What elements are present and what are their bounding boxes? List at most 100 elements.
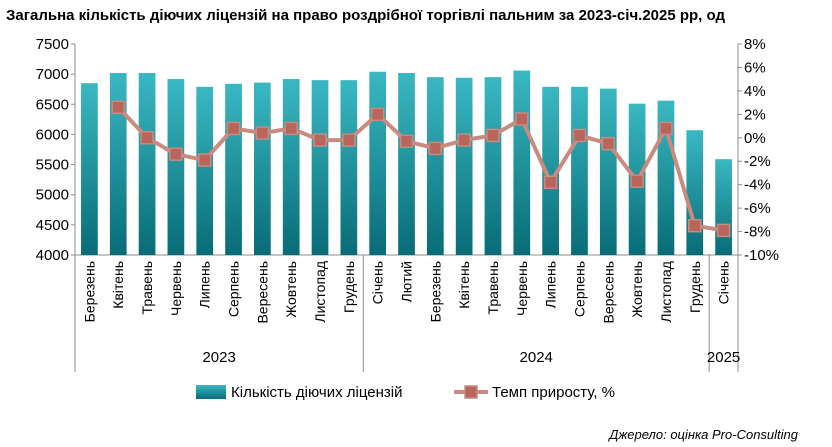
line-point xyxy=(370,107,385,122)
line-point xyxy=(313,133,327,147)
category-label: Квітень xyxy=(110,261,126,309)
legend-bar-label: Кількість діючих ліцензій xyxy=(231,384,402,401)
bar xyxy=(282,78,300,255)
left-tick-label: 5000 xyxy=(36,187,69,204)
left-tick-label: 7000 xyxy=(36,66,69,83)
category-label: Березень xyxy=(427,261,443,322)
category-label: Жовтень xyxy=(283,261,299,318)
line-point xyxy=(428,141,443,156)
left-tick-label: 6500 xyxy=(36,96,69,113)
bar xyxy=(484,77,502,256)
right-tick-label: -6% xyxy=(744,200,771,217)
line-point xyxy=(572,128,587,143)
chart-title: Загальна кількість діючих ліцензій на пр… xyxy=(6,7,725,24)
right-tick-label: 0% xyxy=(744,130,766,147)
line-point xyxy=(111,100,125,115)
bar xyxy=(513,70,531,255)
category-label: Грудень xyxy=(341,261,357,313)
right-tick-label: 4% xyxy=(744,83,766,100)
line-point xyxy=(659,121,673,136)
bar xyxy=(138,72,156,256)
category-label: Лютий xyxy=(399,261,415,302)
bar xyxy=(686,130,704,255)
bar xyxy=(599,88,617,256)
category-label: Січень xyxy=(716,261,732,304)
category-label: Липень xyxy=(197,261,213,308)
category-label: Травень xyxy=(485,261,501,314)
category-label: Жовтень xyxy=(629,261,645,318)
line-point xyxy=(255,126,270,140)
year-labels: 2023 2024 2025 xyxy=(74,255,740,372)
bar xyxy=(571,86,588,255)
right-tick-label: -8% xyxy=(744,224,771,241)
category-label: Листопад xyxy=(658,261,674,323)
right-tick-label: -2% xyxy=(744,153,771,170)
bar xyxy=(225,83,242,255)
right-tick-label: -10% xyxy=(744,247,779,264)
left-tick-label: 4000 xyxy=(36,247,69,264)
bar xyxy=(167,78,185,255)
bar xyxy=(311,80,329,256)
category-label: Квітень xyxy=(456,261,472,309)
left-tick-label: 7500 xyxy=(36,36,69,53)
line-point xyxy=(601,136,616,151)
line-point xyxy=(226,121,241,136)
category-label: Листопад xyxy=(312,261,328,323)
line-point xyxy=(342,133,356,147)
line-point xyxy=(399,134,414,149)
line-point xyxy=(515,112,529,126)
line-point xyxy=(169,147,183,161)
bar xyxy=(81,83,98,255)
bar xyxy=(715,159,732,255)
right-tick-label: -4% xyxy=(744,177,771,194)
growth-line xyxy=(116,105,724,233)
left-tick-label: 4500 xyxy=(36,217,69,234)
category-label: Вересень xyxy=(254,261,270,324)
category-label: Серпень xyxy=(226,261,242,317)
year-label: 2025 xyxy=(707,349,740,366)
year-label: 2023 xyxy=(202,349,235,366)
line-point xyxy=(140,131,154,145)
bar xyxy=(340,80,358,256)
right-tick-label: 6% xyxy=(744,59,766,76)
line-point xyxy=(197,153,212,167)
legend: Кількість діючих ліцензій Темп приросту, … xyxy=(196,384,615,401)
line-point xyxy=(457,133,471,147)
line-point xyxy=(543,175,558,190)
line-point xyxy=(716,223,731,238)
category-label: Вересень xyxy=(600,261,616,324)
category-label: Травень xyxy=(139,261,155,314)
bar xyxy=(369,71,387,255)
line-point xyxy=(688,218,702,233)
bar xyxy=(196,86,214,255)
left-tick-label: 6000 xyxy=(36,126,69,143)
category-label: Грудень xyxy=(687,261,703,313)
category-label: Червень xyxy=(168,261,184,316)
bar xyxy=(426,77,444,256)
legend-line-marker xyxy=(464,385,478,399)
line-series xyxy=(111,100,731,238)
category-label: Серпень xyxy=(571,261,587,317)
category-label: Січень xyxy=(370,261,386,304)
right-tick-label: 8% xyxy=(744,36,766,53)
bar xyxy=(254,82,271,255)
left-tick-label: 5500 xyxy=(36,157,69,174)
bar xyxy=(542,86,559,255)
category-label: Червень xyxy=(514,261,530,316)
line-point xyxy=(486,128,500,143)
category-label: Березень xyxy=(81,261,97,322)
bar-series xyxy=(81,70,732,256)
year-label: 2024 xyxy=(520,349,553,366)
right-tick-label: 2% xyxy=(744,106,766,123)
source-note: Джерело: оцінка Pro-Consulting xyxy=(607,427,799,442)
line-point xyxy=(284,121,298,136)
axes: 4000 4500 5000 5500 6000 6500 7000 7500 -10% -8% -… xyxy=(36,36,779,264)
line-point xyxy=(630,174,644,188)
bar xyxy=(109,72,127,256)
bar xyxy=(455,77,473,255)
legend-line-label: Темп приросту, % xyxy=(492,384,615,401)
category-label: Липень xyxy=(543,261,559,308)
category-labels: Березень Квітень Травень Червень Липень Серпе… xyxy=(81,261,731,324)
bar xyxy=(398,72,415,256)
